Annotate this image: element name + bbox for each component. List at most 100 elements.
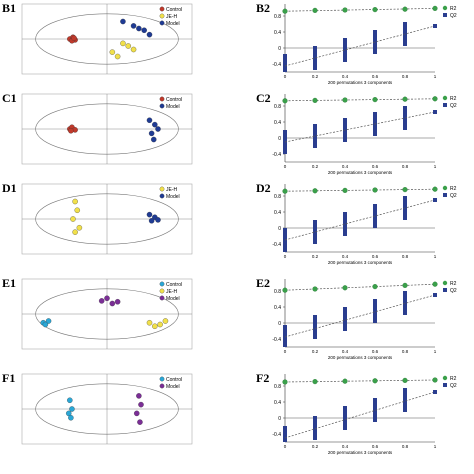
- perm-x-axis-label: 200 permutations 3 components: [328, 80, 393, 85]
- r2-point: [342, 187, 348, 193]
- score-point-je-h: [125, 43, 132, 49]
- perm-x-tick-label: 0.4: [342, 349, 349, 354]
- r2-point: [402, 377, 408, 383]
- score-point-je-h: [162, 318, 169, 324]
- r2-regression-line: [284, 379, 436, 383]
- score-point-je-h: [70, 216, 76, 222]
- perm-y-tick-label: -0.4: [272, 242, 281, 248]
- perm-y-tick-label: -0.4: [272, 62, 281, 68]
- legend-marker-r2: [442, 375, 448, 381]
- legend-marker-control: [159, 6, 165, 12]
- perm-legend-label: Q2: [450, 193, 457, 199]
- perm-x-tick-label: 0.2: [312, 254, 319, 259]
- q2-permutation-cluster: [343, 307, 347, 331]
- legend-label: Control: [166, 377, 182, 383]
- q2-permutation-cluster: [403, 388, 407, 412]
- legend-label: Model: [166, 296, 180, 302]
- perm-x-tick-label: 0.6: [372, 254, 379, 259]
- legend-label: Control: [166, 97, 182, 103]
- legend-label: Control: [166, 282, 182, 288]
- score-point-model: [133, 410, 140, 417]
- r2-point: [312, 379, 318, 385]
- r2-point: [372, 97, 378, 103]
- panel-label: D1: [2, 181, 17, 195]
- score-point-model: [146, 211, 153, 218]
- perm-y-tick-label: -0.4: [272, 432, 281, 438]
- perm-x-tick-label: 1: [434, 164, 437, 169]
- q2-permutation-cluster: [313, 220, 317, 244]
- r2-point: [342, 378, 348, 384]
- perm-legend-label: Q2: [450, 383, 457, 389]
- r2-point: [432, 281, 438, 287]
- hotelling-ellipse: [35, 288, 179, 340]
- score-point-control: [69, 406, 75, 412]
- score-point-control: [68, 414, 74, 421]
- legend-marker-model: [159, 383, 165, 389]
- score-point-je-h: [146, 319, 153, 326]
- perm-y-tick-label: 0.4: [274, 120, 281, 126]
- r2-point: [342, 285, 348, 291]
- perm-y-tick-label: 0.8: [274, 104, 281, 110]
- q2-regression-line: [284, 25, 436, 67]
- score-point-model: [146, 31, 153, 38]
- perm-y-tick-label: 0: [278, 321, 281, 327]
- score-point-je-h: [72, 198, 78, 205]
- score-point-control: [45, 318, 52, 324]
- score-point-je-h: [157, 321, 163, 328]
- r2-point: [282, 98, 288, 104]
- q2-point: [433, 293, 437, 297]
- perm-x-axis-label: 200 permutations 3 components: [328, 450, 393, 455]
- perm-x-tick-label: 0.2: [312, 164, 319, 169]
- perm-x-tick-label: 0.6: [372, 444, 379, 449]
- r2-point: [312, 97, 318, 103]
- perm-legend-label: R2: [450, 376, 457, 382]
- r2-point: [402, 96, 408, 102]
- perm-x-tick-label: 0.6: [372, 74, 379, 79]
- legend-marker-q2: [443, 288, 447, 292]
- score-point-model: [130, 23, 137, 29]
- q2-point: [433, 390, 437, 394]
- panel-label: C1: [2, 91, 17, 105]
- score-point-model: [155, 217, 161, 223]
- hotelling-ellipse: [35, 193, 179, 245]
- legend-marker-control: [159, 281, 165, 287]
- r2-point: [402, 6, 408, 12]
- score-point-model: [146, 117, 153, 124]
- perm-legend-label: R2: [450, 281, 457, 287]
- score-point-model: [148, 217, 155, 224]
- perm-legend-label: R2: [450, 6, 457, 12]
- r2-point: [372, 378, 378, 384]
- legend-label: Model: [166, 194, 180, 200]
- r2-point: [342, 97, 348, 103]
- r2-point: [372, 284, 378, 290]
- r2-point: [402, 282, 408, 288]
- perm-y-tick-label: 0: [278, 136, 281, 142]
- legend-marker-r2: [442, 5, 448, 11]
- score-point-je-h: [109, 49, 116, 55]
- perm-x-tick-label: 0.2: [312, 444, 319, 449]
- perm-x-tick-label: 0.2: [312, 74, 319, 79]
- score-point-control: [68, 127, 74, 134]
- score-point-model: [148, 130, 155, 137]
- perm-y-tick-label: 0: [278, 416, 281, 422]
- perm-x-tick-label: 0.4: [342, 254, 349, 259]
- score-point-je-h: [130, 46, 137, 53]
- score-point-control: [66, 410, 72, 417]
- legend-marker-r2: [442, 95, 448, 101]
- score-point-model: [114, 298, 121, 305]
- panel-label: C2: [256, 91, 271, 105]
- r2-point: [282, 379, 288, 385]
- r2-point: [312, 188, 318, 194]
- score-point-control: [71, 35, 77, 41]
- score-point-model: [150, 136, 157, 143]
- perm-legend-label: Q2: [450, 13, 457, 19]
- q2-permutation-cluster: [283, 325, 287, 347]
- hotelling-ellipse: [35, 103, 179, 155]
- q2-permutation-cluster: [313, 124, 317, 148]
- perm-x-tick-label: 0: [284, 444, 287, 449]
- perm-y-tick-label: 0: [278, 46, 281, 52]
- perm-x-tick-label: 0: [284, 254, 287, 259]
- perm-x-tick-label: 1: [434, 74, 437, 79]
- q2-permutation-cluster: [403, 106, 407, 130]
- legend-marker-r2: [442, 185, 448, 191]
